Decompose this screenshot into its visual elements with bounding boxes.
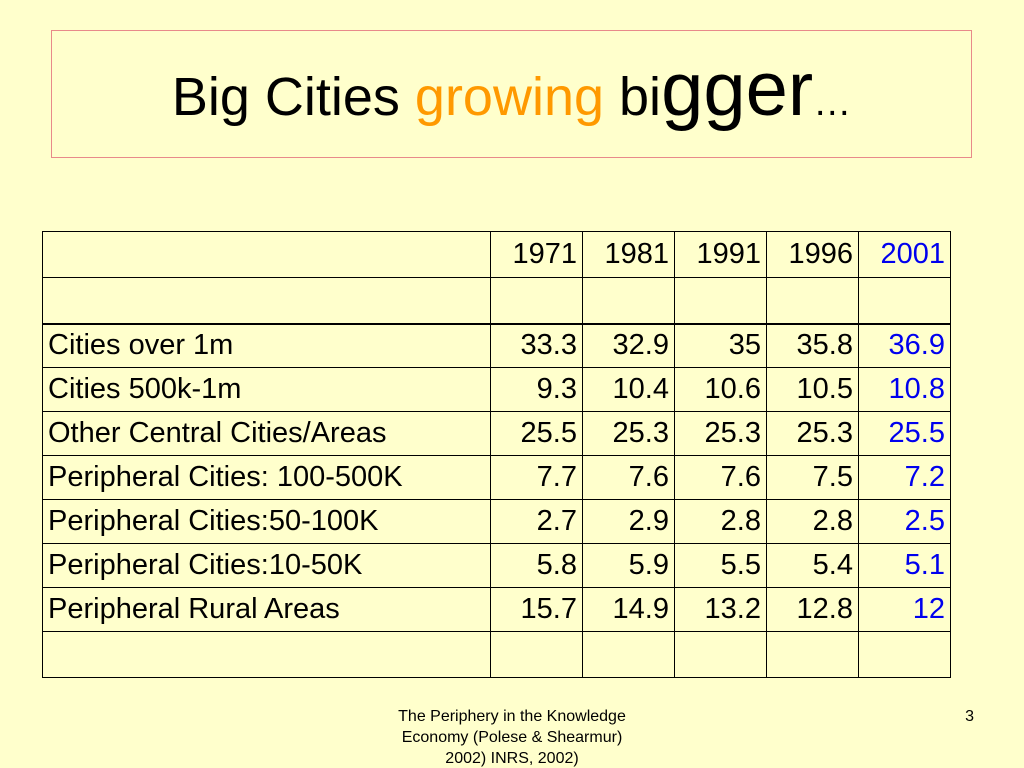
table-cell-empty [858, 277, 951, 325]
table-row: Other Central Cities/Areas 25.5 25.3 25.… [42, 411, 951, 456]
value-cell: 2.8 [766, 499, 859, 544]
table-cell-empty [490, 631, 583, 678]
table-cell-empty [582, 277, 675, 325]
value-cell: 12.8 [766, 587, 859, 632]
value-cell: 25.5 [490, 411, 583, 456]
table-cell-empty [674, 631, 767, 678]
value-cell: 35 [674, 323, 767, 368]
title-text-start: Big Cities [171, 67, 415, 127]
value-cell: 10.4 [582, 367, 675, 412]
row-label: Cities 500k-1m [42, 367, 491, 412]
header-cell-empty [42, 231, 491, 278]
table-cell-empty [582, 631, 675, 678]
value-cell: 2.7 [490, 499, 583, 544]
title-text-middle: bi [604, 67, 662, 127]
table-row: Peripheral Rural Areas 15.7 14.9 13.2 12… [42, 587, 951, 632]
table-cell-empty [858, 631, 951, 678]
title-accent-word: growing [414, 67, 605, 127]
table-header-row: 1971 1981 1991 1996 2001 [42, 231, 951, 278]
value-cell: 25.3 [766, 411, 859, 456]
footer-line: The Periphery in the Knowledge [398, 708, 626, 725]
row-label: Other Central Cities/Areas [42, 411, 491, 456]
value-cell: 35.8 [766, 323, 859, 368]
row-label: Peripheral Cities: 100-500K [42, 455, 491, 500]
table-cell-empty [42, 631, 491, 678]
value-cell: 5.8 [490, 543, 583, 588]
value-cell: 2.8 [674, 499, 767, 544]
value-cell: 15.7 [490, 587, 583, 632]
value-cell-2001: 36.9 [858, 323, 951, 368]
value-cell: 33.3 [490, 323, 583, 368]
value-cell: 7.6 [674, 455, 767, 500]
header-cell-1991: 1991 [674, 231, 767, 278]
table-row: Peripheral Cities:50-100K 2.7 2.9 2.8 2.… [42, 499, 951, 544]
table-row: Cities 500k-1m 9.3 10.4 10.6 10.5 10.8 [42, 367, 951, 412]
header-cell-1971: 1971 [490, 231, 583, 278]
title-ellipsis: … [813, 82, 852, 124]
title-box: Big Cities growing bigger… [51, 30, 972, 158]
table-blank-row [42, 277, 951, 325]
value-cell: 10.6 [674, 367, 767, 412]
value-cell: 5.9 [582, 543, 675, 588]
value-cell-2001: 10.8 [858, 367, 951, 412]
slide-footer: The Periphery in the Knowledge Economy (… [340, 706, 684, 768]
row-label: Peripheral Rural Areas [42, 587, 491, 632]
value-cell-2001: 12 [858, 587, 951, 632]
value-cell: 25.3 [582, 411, 675, 456]
footer-line: Economy (Polese & Shearmur) [401, 729, 623, 746]
table-cell-empty [490, 277, 583, 325]
table-cell-empty [766, 631, 859, 678]
table-cell-empty [674, 277, 767, 325]
row-label: Peripheral Cities:50-100K [42, 499, 491, 544]
value-cell: 7.7 [490, 455, 583, 500]
value-cell: 9.3 [490, 367, 583, 412]
value-cell: 10.5 [766, 367, 859, 412]
value-cell-2001: 2.5 [858, 499, 951, 544]
value-cell-2001: 25.5 [858, 411, 951, 456]
value-cell: 2.9 [582, 499, 675, 544]
table-row: Peripheral Cities: 100-500K 7.7 7.6 7.6 … [42, 455, 951, 500]
header-cell-1981: 1981 [582, 231, 675, 278]
table-cell-empty [766, 277, 859, 325]
footer-line: 2002) INRS, 2002) [445, 750, 579, 767]
table-row: Peripheral Cities:10-50K 5.8 5.9 5.5 5.4… [42, 543, 951, 588]
page-number: 3 [965, 708, 974, 725]
header-cell-2001: 2001 [858, 231, 951, 278]
value-cell: 7.5 [766, 455, 859, 500]
value-cell: 32.9 [582, 323, 675, 368]
value-cell: 14.9 [582, 587, 675, 632]
city-growth-table: 1971 1981 1991 1996 2001 Cities over 1m … [42, 231, 951, 678]
header-cell-1996: 1996 [766, 231, 859, 278]
value-cell: 5.5 [674, 543, 767, 588]
value-cell: 5.4 [766, 543, 859, 588]
slide-title: Big Cities growing bigger… [172, 52, 851, 128]
value-cell: 13.2 [674, 587, 767, 632]
value-cell-2001: 7.2 [858, 455, 951, 500]
table-cell-empty [42, 277, 491, 325]
value-cell: 25.3 [674, 411, 767, 456]
row-label: Cities over 1m [42, 323, 491, 368]
row-label: Peripheral Cities:10-50K [42, 543, 491, 588]
value-cell: 7.6 [582, 455, 675, 500]
table-blank-row [42, 631, 951, 678]
title-enlarged-text: gger [661, 47, 814, 132]
table-row: Cities over 1m 33.3 32.9 35 35.8 36.9 [42, 323, 951, 368]
value-cell-2001: 5.1 [858, 543, 951, 588]
